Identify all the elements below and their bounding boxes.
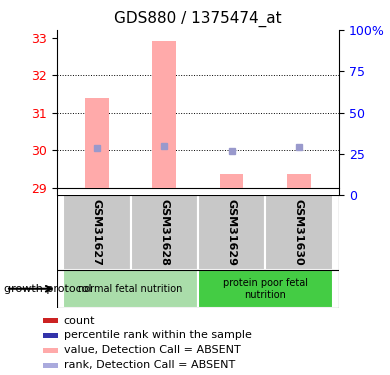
- Bar: [43, 348, 58, 352]
- Bar: [265, 195, 333, 270]
- Text: normal fetal nutrition: normal fetal nutrition: [78, 284, 183, 294]
- Bar: [63, 195, 131, 270]
- Text: GSM31629: GSM31629: [227, 199, 237, 266]
- Text: GSM31628: GSM31628: [159, 199, 169, 266]
- Bar: [220, 174, 243, 188]
- Bar: [43, 333, 58, 338]
- Text: GSM31630: GSM31630: [294, 199, 304, 266]
- Bar: [131, 195, 198, 270]
- Text: rank, Detection Call = ABSENT: rank, Detection Call = ABSENT: [64, 360, 235, 370]
- Bar: [85, 98, 109, 188]
- Text: growth protocol: growth protocol: [4, 284, 92, 294]
- Text: percentile rank within the sample: percentile rank within the sample: [64, 330, 252, 340]
- Text: GSM31627: GSM31627: [92, 199, 102, 266]
- Bar: [43, 363, 58, 368]
- Bar: [287, 174, 311, 188]
- Title: GDS880 / 1375474_at: GDS880 / 1375474_at: [114, 11, 282, 27]
- Bar: [198, 270, 333, 308]
- Bar: [152, 41, 176, 188]
- Bar: [198, 195, 265, 270]
- Text: value, Detection Call = ABSENT: value, Detection Call = ABSENT: [64, 345, 240, 355]
- Bar: [43, 318, 58, 323]
- Text: protein poor fetal
nutrition: protein poor fetal nutrition: [223, 278, 308, 300]
- Text: count: count: [64, 315, 95, 326]
- Bar: [63, 270, 198, 308]
